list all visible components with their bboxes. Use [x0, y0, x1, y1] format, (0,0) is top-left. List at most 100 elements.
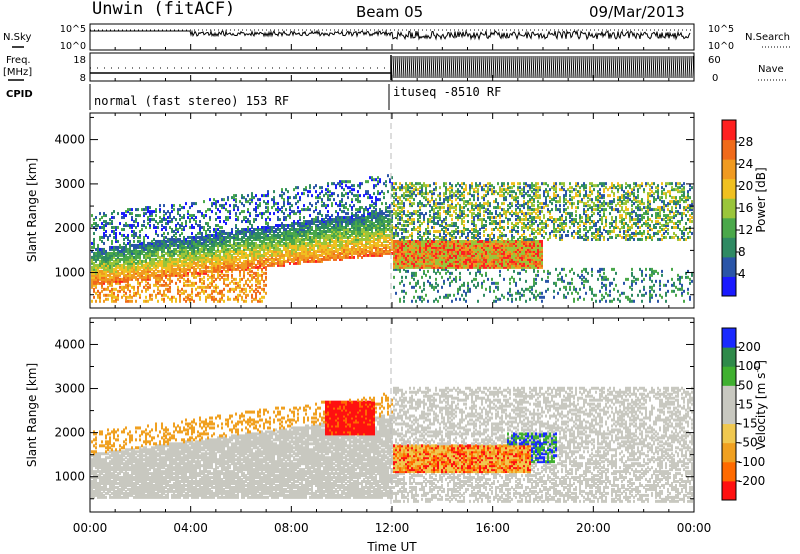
- range-gate-cell: [403, 284, 405, 287]
- range-gate-cell: [235, 268, 237, 271]
- range-gate-cell: [235, 256, 237, 259]
- range-gate-cell: [245, 238, 247, 241]
- range-gate-cell: [409, 282, 411, 285]
- range-gate-cell: [455, 228, 457, 231]
- range-gate-cell: [147, 216, 149, 219]
- range-gate-cell: [453, 222, 455, 225]
- range-gate-cell: [429, 184, 431, 187]
- range-gate-cell: [213, 274, 215, 277]
- range-gate-cell: [229, 248, 231, 251]
- range-gate-cell: [149, 206, 151, 209]
- range-gate-cell: [295, 202, 297, 205]
- range-gate-cell: [155, 272, 157, 275]
- range-gate-cell: [447, 232, 449, 235]
- range-gate-cell: [349, 216, 351, 219]
- range-gate-cell: [407, 270, 409, 273]
- range-gate-cell: [171, 296, 173, 299]
- range-gate-cell: [399, 202, 401, 205]
- range-gate-cell: [125, 296, 127, 299]
- range-gate-cell: [111, 252, 113, 255]
- range-gate-cell: [341, 232, 343, 235]
- range-gate-cell: [235, 278, 237, 281]
- range-gate-cell: [189, 214, 191, 217]
- range-gate-cell: [383, 216, 385, 219]
- range-gate-cell: [241, 202, 243, 205]
- range-gate-cell: [109, 234, 111, 237]
- range-gate-cell: [93, 262, 95, 265]
- range-gate-cell: [373, 252, 375, 255]
- range-gate-cell: [139, 230, 141, 233]
- range-gate-cell: [195, 276, 197, 279]
- range-gate-cell: [457, 214, 459, 217]
- range-gate-cell: [269, 258, 271, 261]
- range-gate-cell: [455, 194, 457, 197]
- range-gate-cell: [113, 300, 115, 303]
- range-gate-cell: [347, 212, 349, 215]
- range-gate-cell: [185, 238, 187, 241]
- range-gate-cell: [393, 200, 395, 203]
- range-gate-cell: [359, 246, 361, 249]
- range-gate-cell: [283, 192, 285, 195]
- range-gate-cell: [459, 286, 461, 289]
- range-gate-cell: [305, 230, 307, 233]
- range-gate-cell: [283, 254, 285, 257]
- range-gate-cell: [97, 290, 99, 293]
- range-gate-cell: [393, 226, 395, 229]
- range-gate-cell: [399, 186, 401, 189]
- range-gate-cell: [111, 288, 113, 291]
- range-gate-cell: [199, 278, 201, 281]
- range-gate-cell: [413, 188, 415, 191]
- range-gate-cell: [411, 272, 413, 275]
- range-gate-cell: [179, 214, 181, 217]
- range-gate-cell: [423, 196, 425, 199]
- range-gate-cell: [179, 264, 181, 267]
- range-gate-cell: [219, 278, 221, 281]
- range-gate-cell: [99, 260, 101, 263]
- range-gate-cell: [231, 236, 233, 239]
- range-gate-cell: [199, 236, 201, 239]
- range-gate-cell: [151, 250, 153, 253]
- range-gate-cell: [163, 280, 165, 283]
- range-gate-cell: [211, 290, 213, 293]
- range-gate-cell: [339, 208, 341, 211]
- range-gate-cell: [107, 298, 109, 301]
- range-gate-cell: [315, 224, 317, 227]
- range-gate-cell: [387, 214, 389, 217]
- range-gate-cell: [295, 212, 297, 215]
- range-gate-cell: [93, 288, 95, 291]
- range-gate-cell: [307, 190, 309, 193]
- range-gate-cell: [171, 280, 173, 283]
- range-gate-cell: [255, 284, 257, 287]
- fitacf-summary-plot: Unwin (fitACF) Beam 05 09/Mar/2013 N.Sky…: [0, 0, 800, 554]
- range-gate-cell: [419, 212, 421, 215]
- range-gate-cell: [259, 274, 261, 277]
- range-gate-cell: [163, 232, 165, 235]
- range-gate-cell: [453, 236, 455, 239]
- range-gate-cell: [381, 202, 383, 205]
- range-gate-cell: [435, 182, 437, 185]
- range-gate-cell: [421, 184, 423, 187]
- range-gate-cell: [205, 210, 207, 213]
- nave-tick-bottom: 0: [712, 73, 718, 84]
- range-gate-cell: [413, 202, 415, 205]
- range-gate-cell: [197, 286, 199, 289]
- range-gate-cell: [113, 216, 115, 219]
- range-gate-cell: [415, 240, 417, 243]
- range-gate-cell: [337, 248, 339, 251]
- range-gate-cell: [223, 204, 225, 207]
- range-gate-cell: [243, 204, 245, 207]
- range-gate-cell: [335, 184, 337, 187]
- range-gate-cell: [277, 216, 279, 219]
- range-gate-cell: [133, 224, 135, 227]
- range-gate-cell: [387, 174, 389, 177]
- range-gate-cell: [129, 208, 131, 211]
- range-gate-cell: [189, 206, 191, 209]
- cpid-segment-2: ituseq -8510 RF: [393, 85, 501, 99]
- range-gate-cell: [289, 196, 291, 199]
- range-gate-cell: [163, 298, 165, 301]
- range-gate-cell: [223, 236, 225, 239]
- range-gate-cell: [267, 234, 269, 237]
- range-gate-cell: [121, 296, 123, 299]
- range-gate-cell: [131, 208, 133, 211]
- range-gate-cell: [263, 260, 265, 263]
